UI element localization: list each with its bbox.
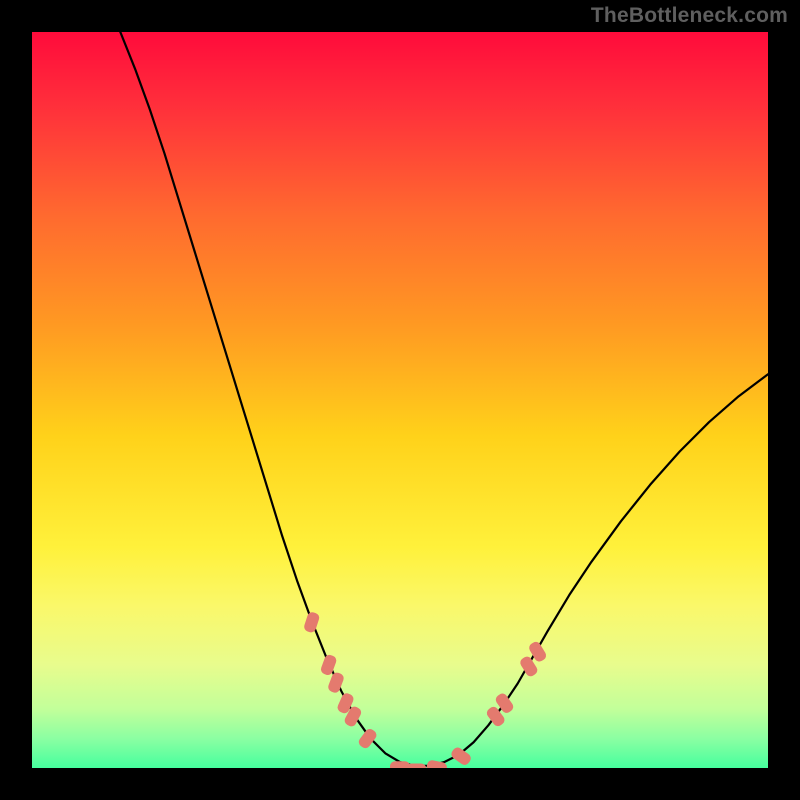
chart-frame: TheBottleneck.com [0, 0, 800, 800]
plot-area [32, 32, 768, 768]
plot-background [32, 32, 768, 768]
watermark-text: TheBottleneck.com [591, 4, 788, 28]
chart-svg [32, 32, 768, 768]
curve-marker [406, 763, 426, 768]
